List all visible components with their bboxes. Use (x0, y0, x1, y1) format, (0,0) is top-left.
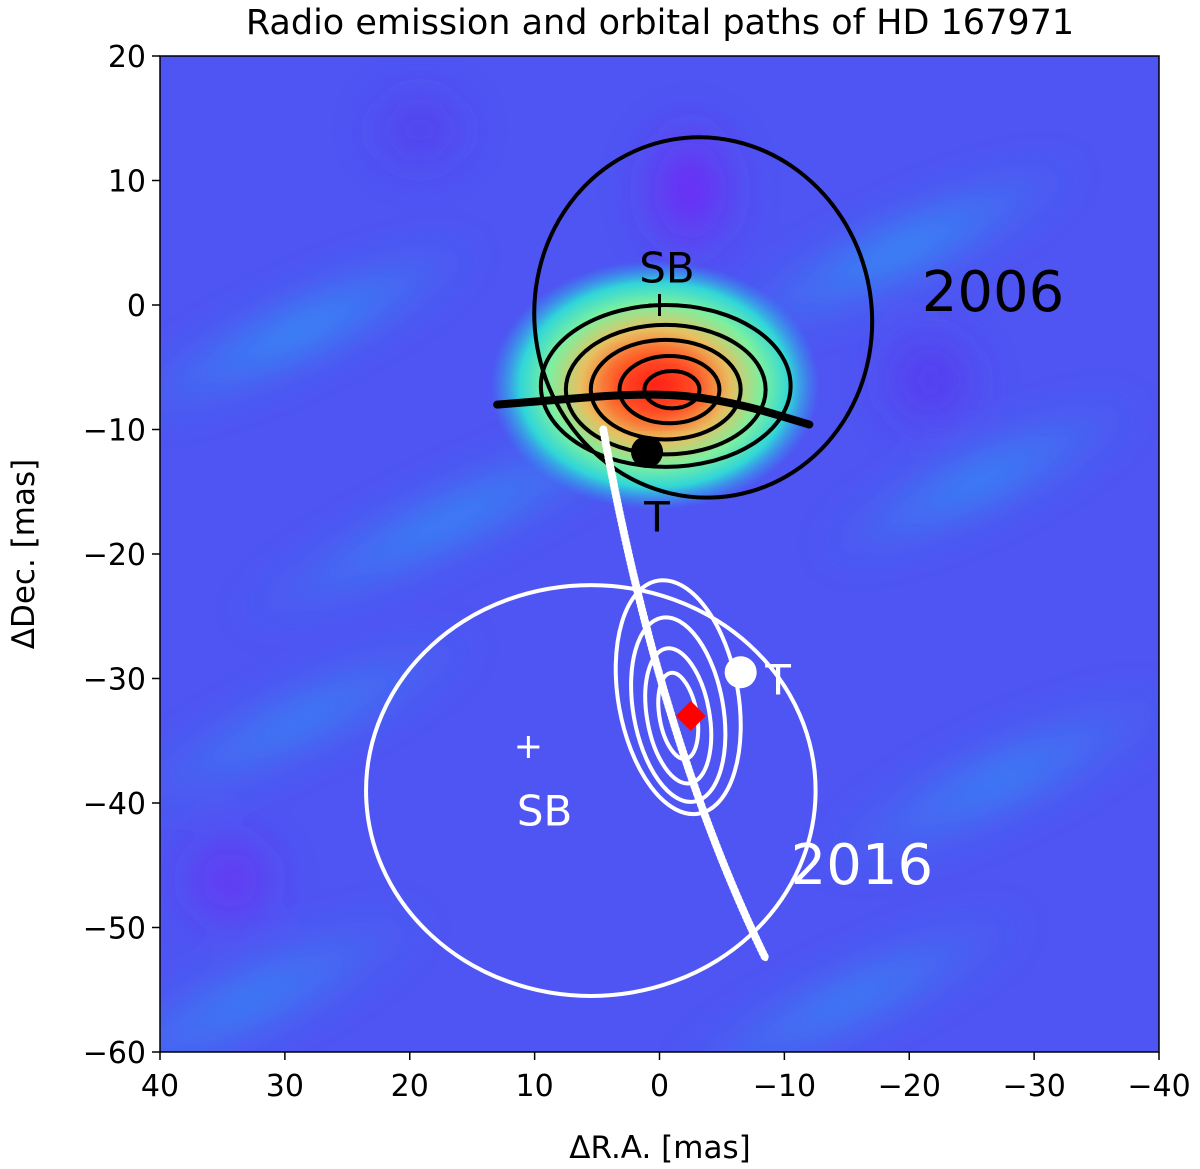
y-tick-label: −20 (83, 538, 146, 573)
x-tick-label: −20 (878, 1069, 941, 1104)
red-diamond-marker (675, 700, 706, 731)
tertiary-marker-2006 (631, 435, 664, 468)
x-tick-label: 40 (141, 1069, 179, 1104)
y-axis: 20 10 0 −10 −20 −30 −40 −50 −60 (83, 40, 160, 1071)
map-streak (160, 628, 483, 812)
x-tick-label: 20 (391, 1069, 429, 1104)
tertiary-marker-2016 (724, 656, 757, 689)
emission-contour-2006 (617, 354, 722, 426)
sb-label-2006: SB (639, 244, 694, 293)
x-tick-label: −10 (753, 1069, 816, 1104)
y-axis-label: ΔDec. [mas] (6, 459, 42, 649)
emission-contour-2016 (643, 646, 714, 786)
sb-orbit-arc-2006 (493, 390, 814, 429)
x-tick-label: 30 (266, 1069, 304, 1104)
y-tick-label: 10 (108, 165, 146, 200)
orbit-overlay: SB T 2006 SB T 2016 (364, 135, 1065, 998)
map-streak (160, 906, 433, 1052)
radio-emission-map (160, 56, 1159, 1052)
emission-contour-2016 (629, 615, 728, 804)
x-tick-label: −40 (1127, 1069, 1190, 1104)
map-streak (160, 238, 483, 422)
y-tick-label: −50 (83, 912, 146, 947)
epoch-label-2006: 2006 (922, 260, 1065, 325)
emission-contour-2006 (642, 368, 702, 411)
emission-contour-2006 (588, 337, 743, 442)
epoch-label-2016: 2016 (791, 833, 934, 898)
y-tick-label: 20 (108, 40, 146, 75)
sb-center-marker-2006 (648, 294, 671, 316)
map-streak (817, 686, 1159, 874)
map-dip (170, 820, 290, 940)
map-streak (717, 158, 1083, 342)
y-tick-label: −30 (83, 663, 146, 698)
x-axis-label: ΔR.A. [mas] (569, 1130, 750, 1166)
chart-title: Radio emission and orbital paths of HD 1… (246, 3, 1074, 43)
map-streak (667, 908, 1033, 1052)
y-tick-label: −10 (83, 414, 146, 449)
tertiary-track-line (600, 427, 769, 962)
y-tick-label: −60 (83, 1036, 146, 1071)
x-axis: 40 30 20 10 0 −10 −20 −30 −40 (141, 1052, 1191, 1104)
map-dip (870, 320, 990, 440)
orbit-2006 (532, 135, 875, 500)
y-tick-label: 0 (127, 289, 146, 324)
sb-label-2016: SB (517, 786, 572, 835)
map-streak (815, 395, 1145, 565)
x-tick-label: 10 (516, 1069, 554, 1104)
x-tick-label: −30 (1002, 1069, 1065, 1104)
t-label-2006: T (643, 493, 670, 542)
emission-contour-2006 (563, 322, 768, 457)
x-tick-label: 0 (650, 1069, 669, 1104)
orbit-2016 (364, 583, 818, 998)
map-dip (630, 110, 750, 270)
map-dip (360, 80, 480, 180)
sb-center-marker-2016 (517, 735, 540, 758)
t-label-2016: T (764, 656, 791, 705)
y-tick-label: −40 (83, 787, 146, 822)
